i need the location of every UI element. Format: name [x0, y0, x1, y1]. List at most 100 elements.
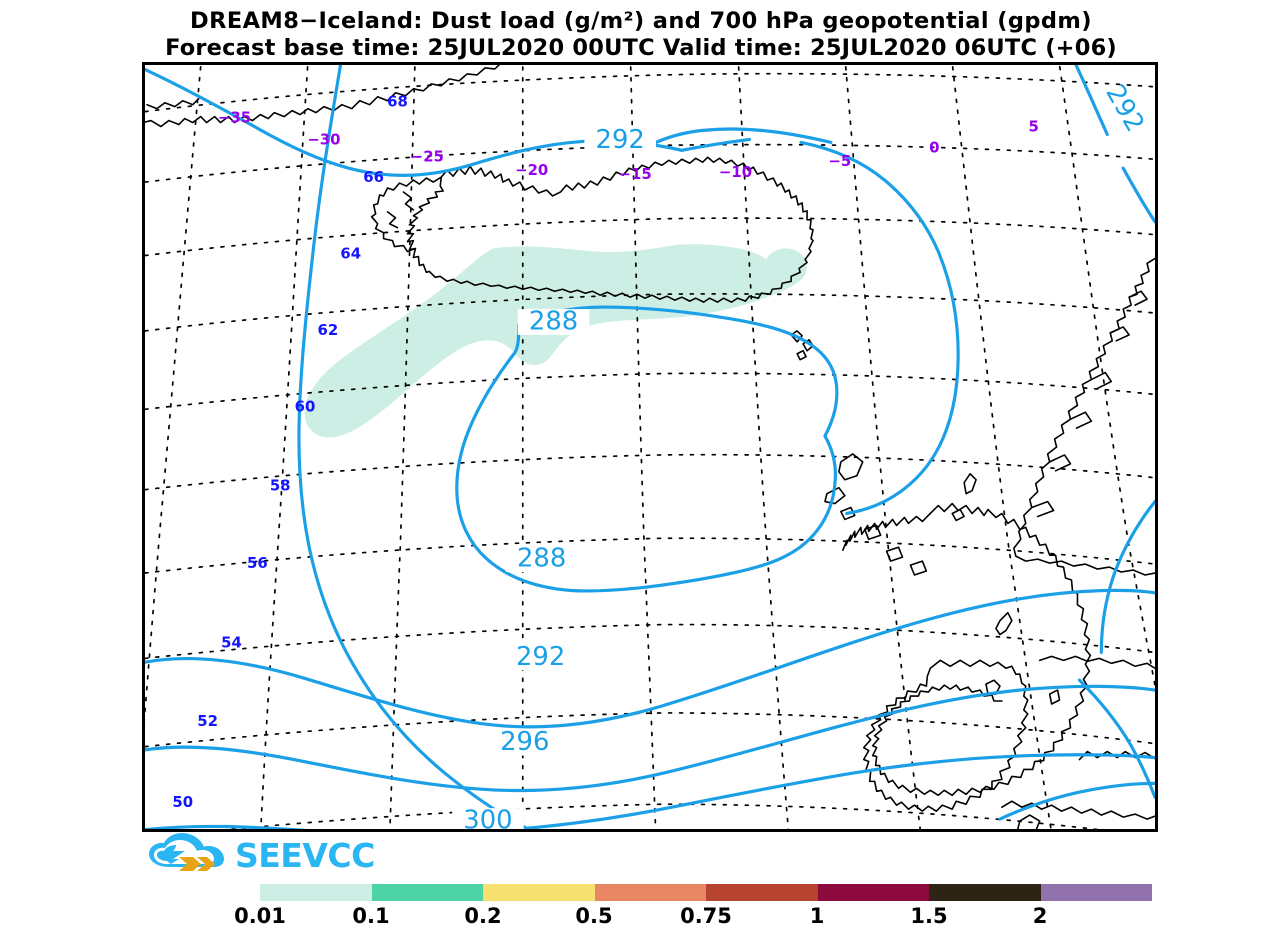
lon-label-m25: −25: [411, 147, 444, 165]
coast-isle-man: [1048, 689, 1061, 705]
colorbar-tick-7: 2: [1032, 904, 1048, 928]
contour-label-292-south: 292: [516, 642, 565, 672]
coast-great-britain: [871, 502, 1092, 797]
contour-label-300: 300: [463, 806, 512, 829]
colorbar-segment-0.2: [483, 884, 595, 901]
map-plot-area: 292 292 288 288 292 296 300 68 66 6: [142, 62, 1158, 832]
logo-svg: SEEVCCC: [149, 833, 375, 875]
lon-label-0: 0: [929, 138, 939, 156]
contour-292-top-right: [680, 137, 751, 152]
contour-label-288-lower: 288: [517, 544, 566, 574]
coast-norway: [1013, 257, 1155, 557]
lat-label-62: 62: [318, 321, 339, 339]
colorbar-tick-3: 0.5: [575, 904, 613, 928]
coast-greenland: [145, 65, 501, 128]
contour-292-west: [297, 65, 532, 829]
coast-greenland-detail: [146, 97, 200, 110]
colorbar-segment-2: [1040, 884, 1152, 901]
contour-se-frag-2: [1099, 499, 1155, 654]
dust-load-field: [304, 244, 808, 438]
coast-norway-fjord-e: [1048, 454, 1072, 472]
meridian-m5: [844, 65, 922, 829]
coast-hebrides-5: [885, 546, 904, 562]
contour-292-down-east: [845, 428, 948, 516]
coast-brittany: [1017, 814, 1041, 829]
map-canvas: 292 292 288 288 292 296 300 68 66 6: [145, 65, 1155, 829]
coast-hebrides-2: [824, 486, 846, 505]
lat-label-54: 54: [221, 633, 242, 651]
contour-label-288-upper: 288: [529, 306, 578, 336]
contour-292-north-b: [650, 127, 833, 146]
dust-plume-0.01: [304, 244, 808, 438]
colorbar-segment-0.75: [706, 884, 818, 901]
meridian-m35: [145, 65, 202, 722]
lon-label-m35: −35: [218, 109, 251, 127]
meridian-0: [951, 65, 1052, 829]
colorbar-tick-2: 0.2: [464, 904, 502, 928]
parallel-68: [145, 72, 1155, 113]
chart-title-block: DREAM8−Iceland: Dust load (g/m²) and 700…: [0, 8, 1282, 62]
lat-label-66: 66: [363, 168, 384, 186]
coast-hebrides-3: [840, 506, 856, 521]
colorbar-gradient: [260, 884, 1152, 901]
coast-denmark: [995, 611, 1013, 636]
colorbar-tick-6: 1.5: [910, 904, 948, 928]
colorbar-tick-labels: 0.01 0.1 0.2 0.5 0.75 1 1.5 2: [0, 904, 1282, 928]
colorbar-segment-0.5: [594, 884, 706, 901]
meridian-m25: [389, 65, 416, 829]
colorbar: 0.01 0.1 0.2 0.5 0.75 1 1.5 2: [0, 884, 1282, 928]
parallel-52: [145, 712, 1155, 748]
contour-label-296: 296: [500, 727, 549, 757]
coast-iceland-nw-fjords: [370, 176, 443, 253]
coast-gb-west-scotland: [842, 512, 932, 551]
colorbar-segment-0.1: [371, 884, 483, 901]
coast-hebrides-6: [909, 560, 928, 576]
coast-norway-fjord-b: [1109, 326, 1130, 342]
coast-continent-nw: [1038, 655, 1155, 670]
coast-norway-fjord-a: [1128, 290, 1148, 306]
contour-300-south: [145, 753, 1155, 829]
coast-shetland: [963, 472, 977, 495]
coast-norway-fjord-c: [1090, 371, 1113, 390]
coast-iceland: [406, 156, 814, 303]
contour-288-closed: [455, 305, 839, 593]
colorbar-tick-5: 1: [809, 904, 825, 928]
coast-hebrides-1: [838, 453, 864, 481]
logo-text: SEEVCCC: [235, 836, 375, 875]
coast-norway-fjord-f: [1030, 500, 1055, 518]
contour-296-south: [145, 684, 1155, 793]
parallel-54: [145, 623, 1155, 660]
coast-norway-fjord-d: [1069, 411, 1093, 429]
contour-labels: 292 292 288 288 292 296 300: [452, 80, 1150, 829]
coast-norway-skagerrak: [1015, 555, 1155, 576]
contour-label-292-ne: 292: [1099, 80, 1150, 138]
cloud-icon: [149, 833, 224, 871]
parallel-58: [145, 453, 1155, 491]
lat-label-52: 52: [197, 712, 218, 730]
contour-label-292-top: 292: [596, 125, 645, 155]
meridian-m15: [629, 65, 657, 829]
lat-label-68: 68: [387, 93, 408, 111]
lon-label-m20: −20: [515, 161, 548, 179]
lon-label-m30: −30: [307, 130, 340, 148]
chart-title-line1: DREAM8−Iceland: Dust load (g/m²) and 700…: [190, 8, 1092, 34]
lon-label-5: 5: [1029, 118, 1039, 136]
meridian-5: [1058, 65, 1155, 690]
lon-label-m15: −15: [618, 165, 651, 183]
coast-channel: [1001, 800, 1155, 820]
meridian-m30: [259, 65, 309, 829]
lat-label-56: 56: [247, 554, 268, 572]
colorbar-segment-1.5: [929, 884, 1041, 901]
meridian-m10: [737, 65, 790, 829]
colorbar-tick-4: 0.75: [680, 904, 732, 928]
coast-ireland: [862, 659, 1029, 812]
contour-292-south: [145, 588, 1155, 729]
lat-label-50: 50: [172, 793, 193, 811]
coast-hebrides-4: [863, 524, 882, 541]
colorbar-tick-1: 0.1: [352, 904, 390, 928]
coast-iceland-inner-fjord-a: [402, 191, 415, 211]
contour-292-top-right2: [799, 140, 960, 432]
coast-iceland-inner-fjord-b: [386, 211, 399, 229]
parallel-56: [145, 537, 1155, 574]
